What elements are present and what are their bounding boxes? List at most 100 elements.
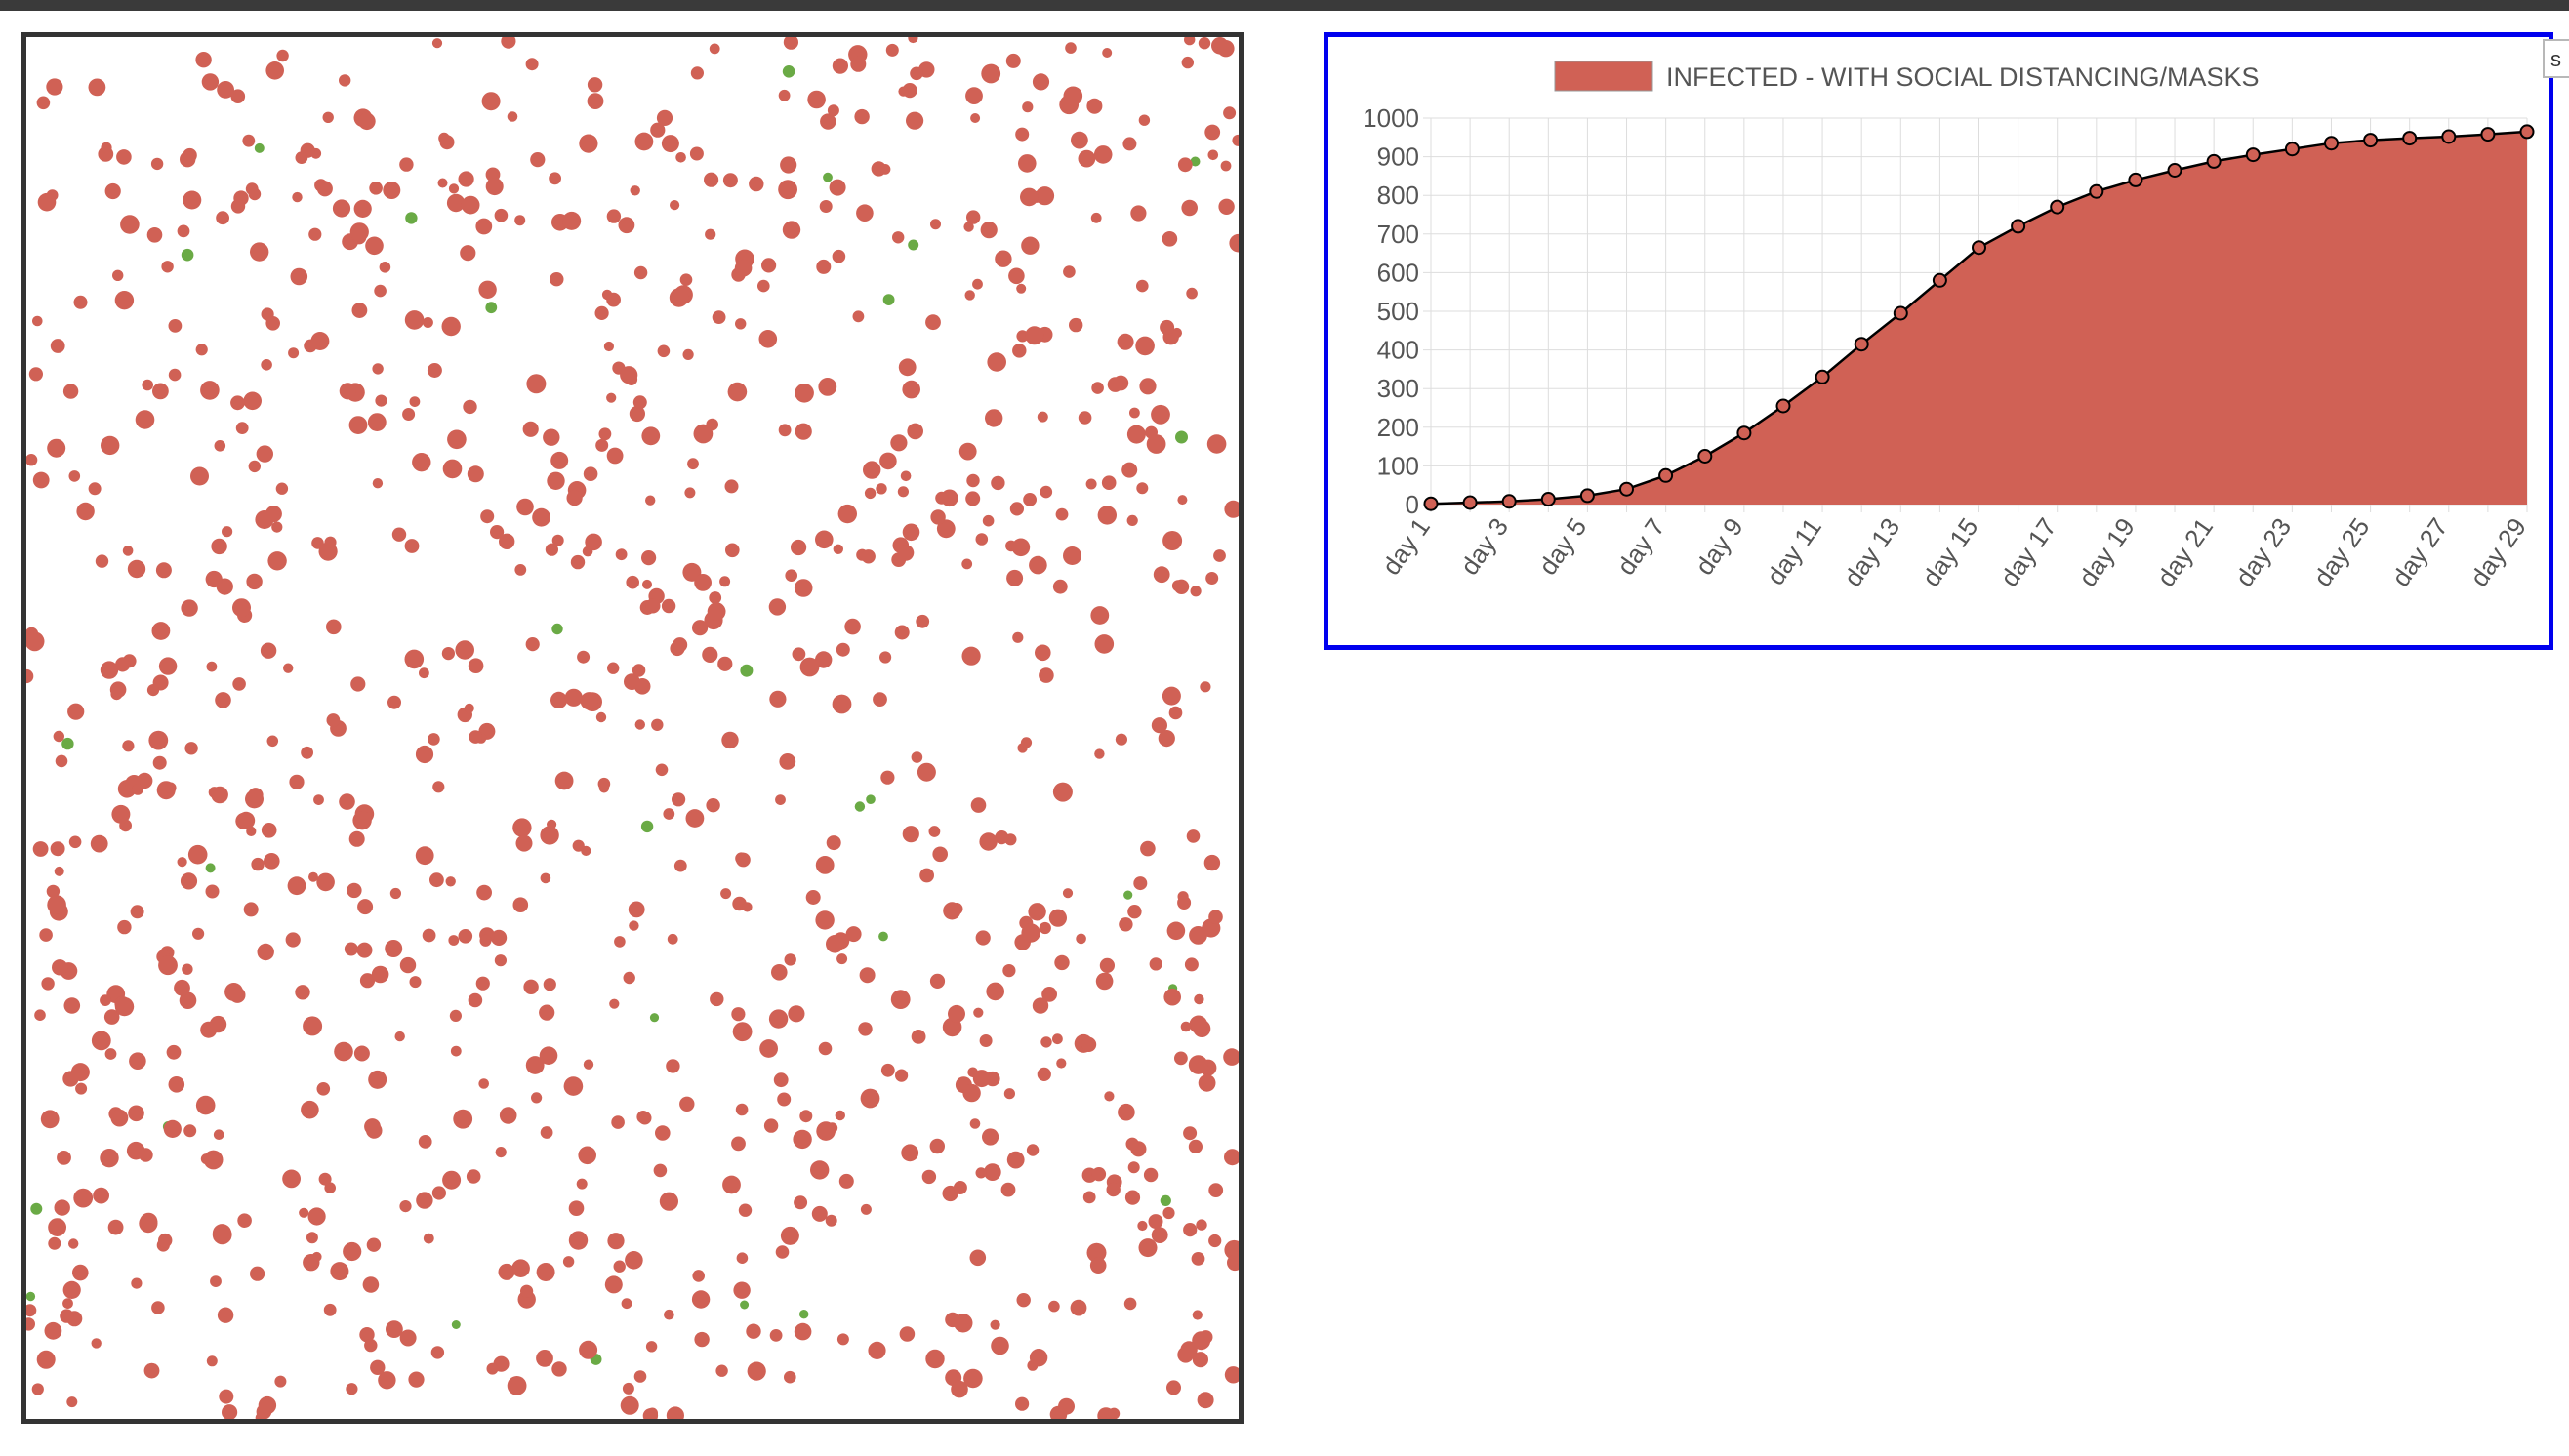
data-point[interactable] xyxy=(2245,147,2261,163)
infected-person-dot xyxy=(540,872,551,884)
data-point[interactable] xyxy=(2206,153,2222,169)
infected-person-dot xyxy=(1094,634,1115,654)
data-point[interactable] xyxy=(1579,488,1595,504)
infected-person-dot xyxy=(334,1041,353,1062)
data-point[interactable] xyxy=(2050,199,2065,215)
infected-person-dot xyxy=(387,695,401,709)
infected-person-dot xyxy=(614,936,626,948)
infected-person-dot xyxy=(476,884,492,901)
infected-person-dot xyxy=(324,536,337,548)
infection-chart: 0 100 200 300 400 500 600 700 800 900 1000 day 1 da… xyxy=(1363,61,2535,591)
infected-person-dot xyxy=(135,410,155,429)
infected-person-dot xyxy=(1029,555,1047,575)
data-point[interactable] xyxy=(1854,337,1869,352)
infected-person-dot xyxy=(734,259,753,277)
chart-legend[interactable]: INFECTED - WITH SOCIAL DISTANCING/MASKS xyxy=(1554,61,2260,92)
infected-person-dot xyxy=(1158,730,1175,748)
infected-person-dot xyxy=(1071,131,1088,149)
infected-person-dot xyxy=(129,1052,146,1070)
infected-person-dot xyxy=(62,1071,79,1087)
data-point[interactable] xyxy=(2089,183,2104,199)
infected-person-dot xyxy=(490,525,505,540)
data-point[interactable] xyxy=(2324,136,2339,151)
infected-person-dot xyxy=(783,37,798,50)
infected-person-dot xyxy=(308,227,322,241)
infected-person-dot xyxy=(850,56,867,72)
data-point[interactable] xyxy=(1658,467,1674,483)
infected-person-dot xyxy=(251,857,265,871)
infected-person-dot xyxy=(54,1199,70,1216)
data-point[interactable] xyxy=(1775,398,1791,414)
data-point[interactable] xyxy=(1697,449,1713,464)
infected-person-dot xyxy=(975,930,991,946)
infected-person-dot xyxy=(478,1078,490,1089)
infected-person-dot xyxy=(1173,579,1190,594)
data-point[interactable] xyxy=(1462,495,1478,510)
data-point[interactable] xyxy=(2167,163,2182,178)
infected-person-dot xyxy=(1069,317,1083,333)
data-point[interactable] xyxy=(1932,272,1947,288)
infected-person-dot xyxy=(563,1076,584,1096)
data-point[interactable] xyxy=(2284,142,2300,157)
infected-person-dot xyxy=(275,482,289,495)
data-point[interactable] xyxy=(2128,172,2143,187)
infected-person-dot xyxy=(409,396,421,407)
infected-person-dot xyxy=(854,108,870,125)
data-point[interactable] xyxy=(1423,496,1439,511)
infected-person-dot xyxy=(112,269,124,281)
x-tick-label: day 27 xyxy=(2386,512,2453,591)
data-point[interactable] xyxy=(1815,369,1830,384)
data-point[interactable] xyxy=(2441,129,2457,144)
infected-person-dot xyxy=(248,187,262,201)
infected-person-dot xyxy=(1224,1366,1239,1384)
infected-person-dot xyxy=(606,292,621,307)
infected-person-dot xyxy=(807,90,826,109)
infected-person-dot xyxy=(31,1383,44,1395)
side-tab-label[interactable]: s xyxy=(2550,47,2561,71)
infected-person-dot xyxy=(1151,404,1170,425)
infected-person-dot xyxy=(1198,37,1211,50)
infected-person-dot xyxy=(62,384,79,399)
data-point[interactable] xyxy=(2011,219,2026,234)
data-point[interactable] xyxy=(1501,494,1517,509)
infected-person-dot xyxy=(248,460,261,473)
infected-person-dot xyxy=(578,1146,596,1165)
infected-person-dot xyxy=(379,262,391,273)
data-point[interactable] xyxy=(1972,240,1986,256)
infected-person-dot xyxy=(1204,124,1221,141)
infected-person-dot xyxy=(799,1110,813,1123)
infected-person-dot xyxy=(32,315,43,327)
infected-person-dot xyxy=(339,383,356,400)
infected-person-dot xyxy=(836,1333,849,1346)
infected-person-dot xyxy=(987,352,1006,372)
infected-person-dot xyxy=(911,751,923,763)
infected-person-dot xyxy=(260,642,277,659)
infected-person-dot xyxy=(1148,1214,1163,1230)
data-point[interactable] xyxy=(1540,492,1556,506)
x-tick-label: day 11 xyxy=(1761,512,1827,590)
infected-person-dot xyxy=(1149,957,1162,971)
infected-person-dot xyxy=(116,149,132,165)
infected-person-dot xyxy=(789,1006,803,1021)
legend-label[interactable]: INFECTED - WITH SOCIAL DISTANCING/MASKS xyxy=(1666,62,2260,92)
legend-swatch[interactable] xyxy=(1554,61,1653,92)
data-point[interactable] xyxy=(1893,305,1908,321)
data-point[interactable] xyxy=(2519,124,2535,140)
data-point[interactable] xyxy=(1619,481,1634,497)
infected-person-dot xyxy=(512,897,529,912)
infected-person-dot xyxy=(1091,1167,1107,1182)
infected-person-dot xyxy=(961,646,981,666)
infected-person-dot xyxy=(625,373,638,386)
data-point[interactable] xyxy=(2402,131,2418,146)
data-point[interactable] xyxy=(2480,127,2496,142)
side-tab[interactable]: s xyxy=(2543,39,2569,78)
infected-person-dot xyxy=(511,1259,530,1277)
infected-person-dot xyxy=(73,295,88,309)
infected-person-dot xyxy=(642,579,652,589)
data-point[interactable] xyxy=(1736,425,1752,441)
infected-person-dot xyxy=(948,1004,965,1023)
infected-person-dot xyxy=(540,826,559,845)
infected-person-dot xyxy=(1137,1220,1148,1232)
data-point[interactable] xyxy=(2363,133,2379,148)
infected-person-dot xyxy=(1184,37,1196,46)
